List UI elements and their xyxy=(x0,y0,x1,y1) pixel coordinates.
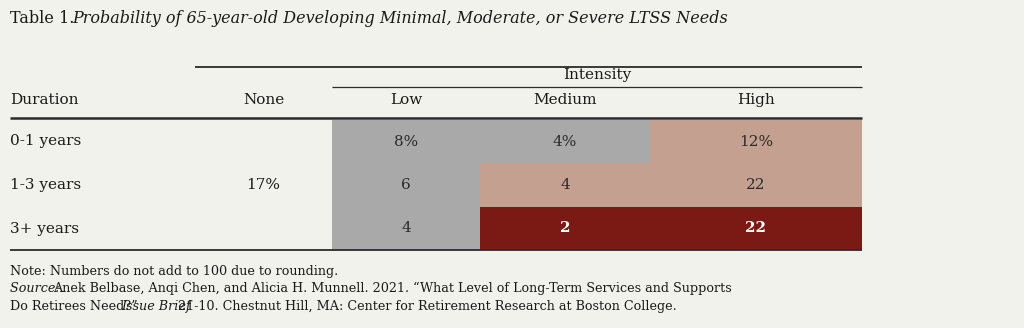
Text: Do Retirees Need?”: Do Retirees Need?” xyxy=(10,300,141,313)
Text: Low: Low xyxy=(390,93,422,107)
Bar xyxy=(480,207,650,250)
Text: 12%: 12% xyxy=(739,134,773,149)
Bar xyxy=(332,163,480,207)
Text: 0-1 years: 0-1 years xyxy=(10,134,81,149)
Text: High: High xyxy=(737,93,775,107)
Text: Medium: Medium xyxy=(534,93,597,107)
Text: Source:: Source: xyxy=(10,282,63,295)
Text: 1-3 years: 1-3 years xyxy=(10,178,81,192)
Text: Issue Brief: Issue Brief xyxy=(121,300,190,313)
Bar xyxy=(480,120,650,163)
Text: 17%: 17% xyxy=(247,178,281,192)
Text: 22: 22 xyxy=(745,221,767,236)
Text: None: None xyxy=(243,93,284,107)
Text: 22: 22 xyxy=(746,178,766,192)
Text: 8%: 8% xyxy=(394,134,418,149)
Text: Anek Belbase, Anqi Chen, and Alicia H. Munnell. 2021. “What Level of Long-Term S: Anek Belbase, Anqi Chen, and Alicia H. M… xyxy=(53,282,732,295)
Bar xyxy=(650,207,862,250)
Bar xyxy=(650,120,862,163)
Text: Table 1.: Table 1. xyxy=(10,10,80,27)
Text: 21-10. Chestnut Hill, MA: Center for Retirement Research at Boston College.: 21-10. Chestnut Hill, MA: Center for Ret… xyxy=(178,300,677,313)
Text: Note: Numbers do not add to 100 due to rounding.: Note: Numbers do not add to 100 due to r… xyxy=(10,265,338,278)
Text: 6: 6 xyxy=(401,178,411,192)
Text: Intensity: Intensity xyxy=(563,68,631,82)
Text: 4: 4 xyxy=(560,178,570,192)
Text: 3+ years: 3+ years xyxy=(10,221,79,236)
Bar xyxy=(332,120,480,163)
Text: Probability of 65-year-old Developing Minimal, Moderate, or Severe LTSS Needs: Probability of 65-year-old Developing Mi… xyxy=(72,10,728,27)
Bar xyxy=(650,163,862,207)
Text: 2: 2 xyxy=(560,221,570,236)
Bar xyxy=(480,163,650,207)
Text: Duration: Duration xyxy=(10,93,79,107)
Text: 4%: 4% xyxy=(553,134,578,149)
Text: 4: 4 xyxy=(401,221,411,236)
Bar xyxy=(332,207,480,250)
